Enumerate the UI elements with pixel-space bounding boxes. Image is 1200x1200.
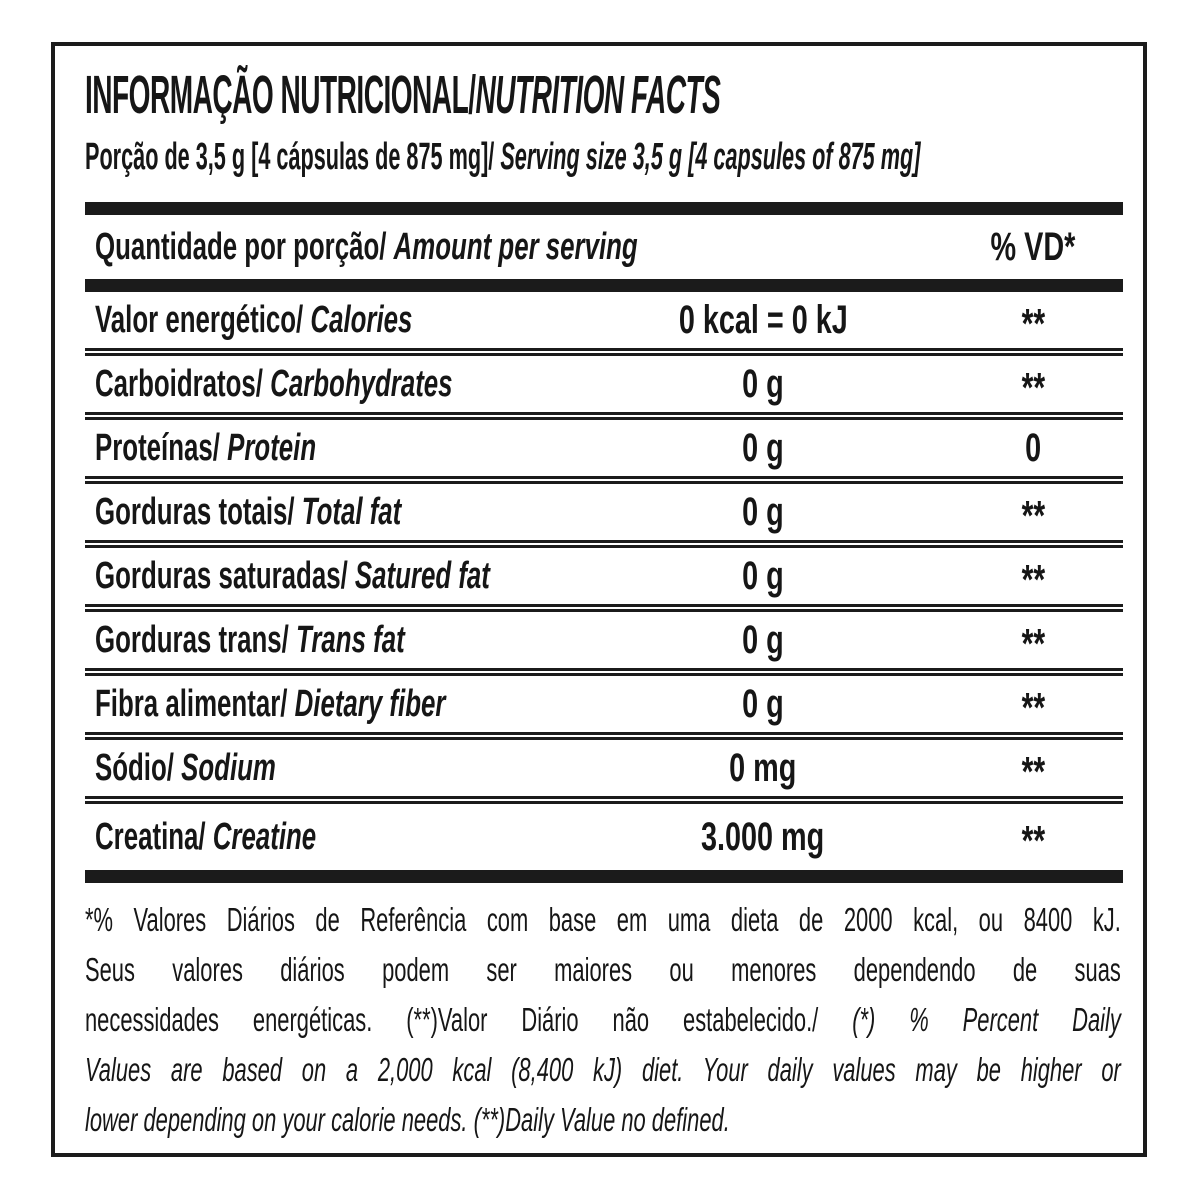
row-daily-value: **: [1021, 364, 1045, 411]
row-amount: 0 g: [742, 681, 784, 726]
row-label: Proteínas/ Protein: [95, 426, 317, 469]
divider-double: [85, 796, 1123, 804]
row-daily-value: **: [1021, 684, 1045, 731]
row-daily-value: **: [1021, 620, 1045, 667]
divider-double: [85, 540, 1123, 548]
row-amount: 0 g: [742, 425, 784, 470]
column-header-amount: Quantidade por porção/ Amount per servin…: [85, 226, 943, 269]
row-daily-value: **: [1021, 556, 1045, 603]
serving-size-pt: Porção de 3,5 g [4 cápsulas de 875 mg]/: [85, 136, 495, 178]
column-header-amount-pt: Quantidade por porção/: [95, 225, 387, 268]
table-row-dietary-fiber: Fibra alimentar/ Dietary fiber 0 g **: [85, 676, 1123, 732]
nutrition-label: INFORMAÇÃO NUTRICIONAL/NUTRITION FACTS P…: [51, 42, 1147, 1157]
row-daily-value: **: [1021, 817, 1045, 864]
footnote-line: *% Valores Diários de Referência com bas…: [85, 901, 1121, 938]
row-label: Fibra alimentar/ Dietary fiber: [95, 682, 446, 725]
row-amount: 3.000 mg: [701, 814, 825, 859]
serving-size-line: Porção de 3,5 g [4 cápsulas de 875 mg]/ …: [85, 134, 1123, 180]
table-row-carbohydrates: Carboidratos/ Carbohydrates 0 g **: [85, 356, 1123, 412]
serving-size-en: Serving size 3,5 g [4 capsules of 875 mg…: [500, 136, 921, 178]
footnote-line: Values are based on a 2,000 kcal (8,400 …: [85, 1051, 1121, 1088]
column-header-amount-en: Amount per serving: [393, 225, 638, 268]
row-label: Carboidratos/ Carbohydrates: [95, 362, 453, 405]
table-row-protein: Proteínas/ Protein 0 g 0: [85, 420, 1123, 476]
row-amount: 0 kcal = 0 kJ: [678, 297, 848, 342]
table-row-trans-fat: Gorduras trans/ Trans fat 0 g **: [85, 612, 1123, 668]
column-header-dv: % VD*: [990, 224, 1076, 269]
footnote-line: necessidades energéticas. (**)Valor Diár…: [85, 1001, 1121, 1038]
row-label: Sódio/ Sodium: [95, 746, 276, 789]
row-amount: 0 g: [742, 489, 784, 534]
row-label: Gorduras saturadas/ Satured fat: [95, 554, 490, 597]
divider-double: [85, 476, 1123, 484]
row-label: Gorduras trans/ Trans fat: [95, 618, 405, 661]
table-row-total-fat: Gorduras totais/ Total fat 0 g **: [85, 484, 1123, 540]
table-row-saturated-fat: Gorduras saturadas/ Satured fat 0 g **: [85, 548, 1123, 604]
divider-thick-bottom: [85, 870, 1123, 883]
row-label: Creatina/ Creatine: [95, 815, 317, 858]
divider-thick-header: [85, 279, 1123, 292]
row-amount: 0 g: [742, 361, 784, 406]
table-row-calories: Valor energético/ Calories 0 kcal = 0 kJ…: [85, 292, 1123, 348]
row-label: Gorduras totais/ Total fat: [95, 490, 402, 533]
label-title-en: NUTRITION FACTS: [475, 65, 721, 125]
divider-double: [85, 412, 1123, 420]
row-daily-value: 0: [1024, 425, 1042, 470]
divider-double: [85, 668, 1123, 676]
row-daily-value: **: [1021, 300, 1045, 347]
row-daily-value: **: [1021, 748, 1045, 795]
table-header-row: Quantidade por porção/ Amount per servin…: [85, 215, 1123, 279]
footnote-line: Seus valores diários podem ser maiores o…: [85, 951, 1121, 988]
divider-double: [85, 348, 1123, 356]
table-row-creatine: Creatina/ Creatine 3.000 mg **: [85, 804, 1123, 870]
label-title-pt: INFORMAÇÃO NUTRICIONAL/: [85, 65, 476, 125]
row-label: Valor energético/ Calories: [95, 298, 413, 341]
row-daily-value: **: [1021, 492, 1045, 539]
divider-double: [85, 604, 1123, 612]
divider-double: [85, 732, 1123, 740]
row-amount: 0 g: [742, 617, 784, 662]
table-row-sodium: Sódio/ Sodium 0 mg **: [85, 740, 1123, 796]
footnote: *% Valores Diários de Referência com bas…: [85, 895, 1123, 1145]
row-amount: 0 g: [742, 553, 784, 598]
footnote-line: lower depending on your calorie needs. (…: [85, 1101, 730, 1138]
divider-thick-top: [85, 202, 1123, 215]
label-title: INFORMAÇÃO NUTRICIONAL/NUTRITION FACTS: [85, 66, 1123, 124]
row-amount: 0 mg: [729, 745, 797, 790]
